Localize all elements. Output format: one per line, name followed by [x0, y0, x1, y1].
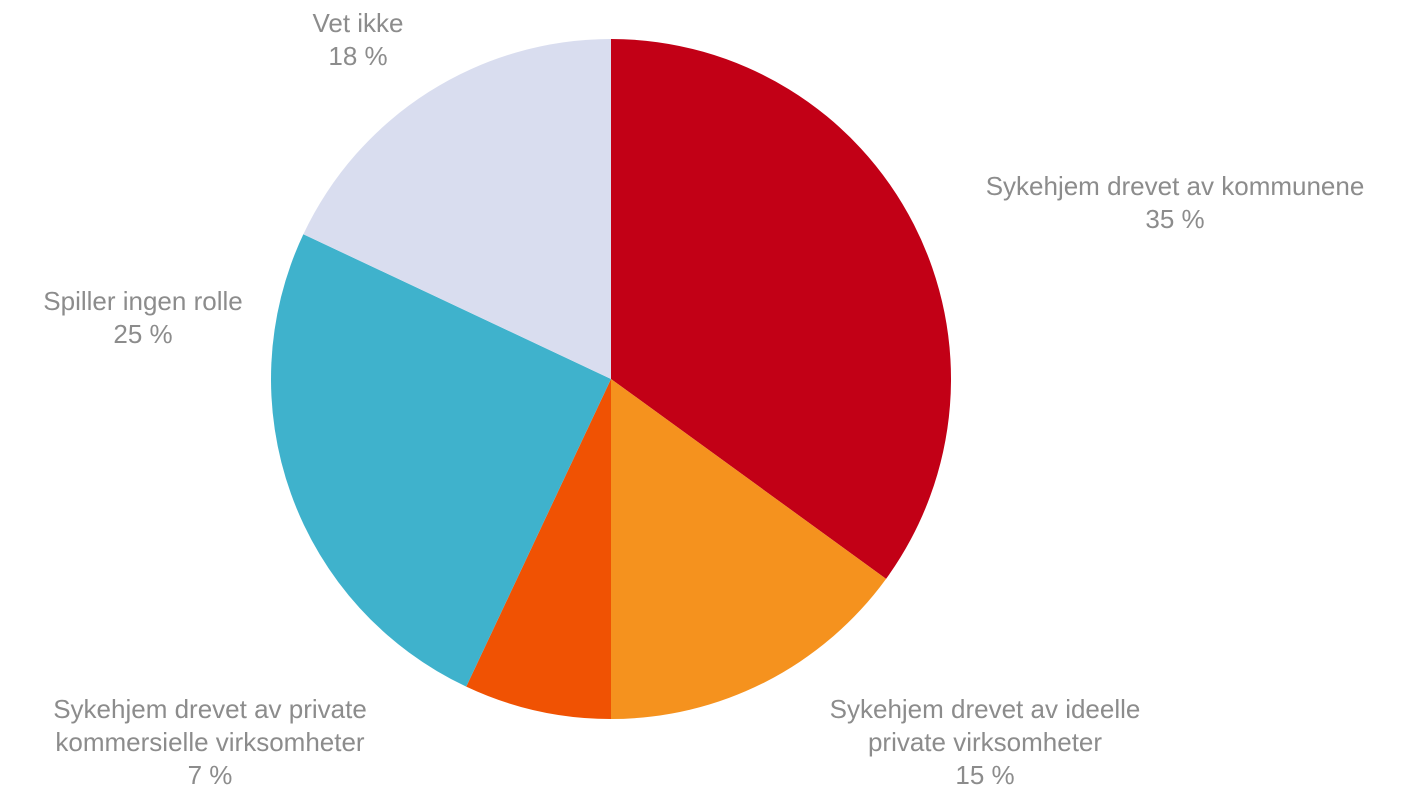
- slice-value-label: 7 %: [188, 760, 233, 790]
- slice-category-label: Sykehjem drevet av private: [53, 694, 367, 724]
- slice-category-label: Vet ikke: [312, 8, 403, 38]
- slice-value-label: 25 %: [113, 319, 172, 349]
- pie-labels: Sykehjem drevet av kommunene 35 %Sykehjem…: [43, 8, 1364, 790]
- slice-label: Vet ikke 18 %: [312, 8, 403, 71]
- slice-label: Spiller ingen rolle 25 %: [43, 286, 242, 349]
- slice-category-label: Sykehjem drevet av ideelle: [830, 694, 1141, 724]
- slice-label: Sykehjem drevet av ideelle private virkso…: [830, 694, 1141, 790]
- slice-value-label: 15 %: [955, 760, 1014, 790]
- pie-slices: [271, 39, 952, 719]
- pie-slice: [271, 234, 611, 687]
- pie-slice: [466, 379, 611, 719]
- slice-category-label: Spiller ingen rolle: [43, 286, 242, 316]
- slice-category-label: Sykehjem drevet av kommunene: [986, 171, 1365, 201]
- slice-category-label: private virksomheter: [868, 727, 1102, 757]
- slice-value-label: 18 %: [328, 41, 387, 71]
- pie-slice: [303, 39, 611, 379]
- slice-category-label: kommersielle virksomheter: [55, 727, 365, 757]
- pie-slice: [611, 379, 887, 719]
- pie-slice: [611, 39, 952, 579]
- slice-value-label: 35 %: [1145, 204, 1204, 234]
- slice-label: Sykehjem drevet av private kommersielle v…: [53, 694, 367, 790]
- slice-label: Sykehjem drevet av kommunene 35 %: [986, 171, 1365, 234]
